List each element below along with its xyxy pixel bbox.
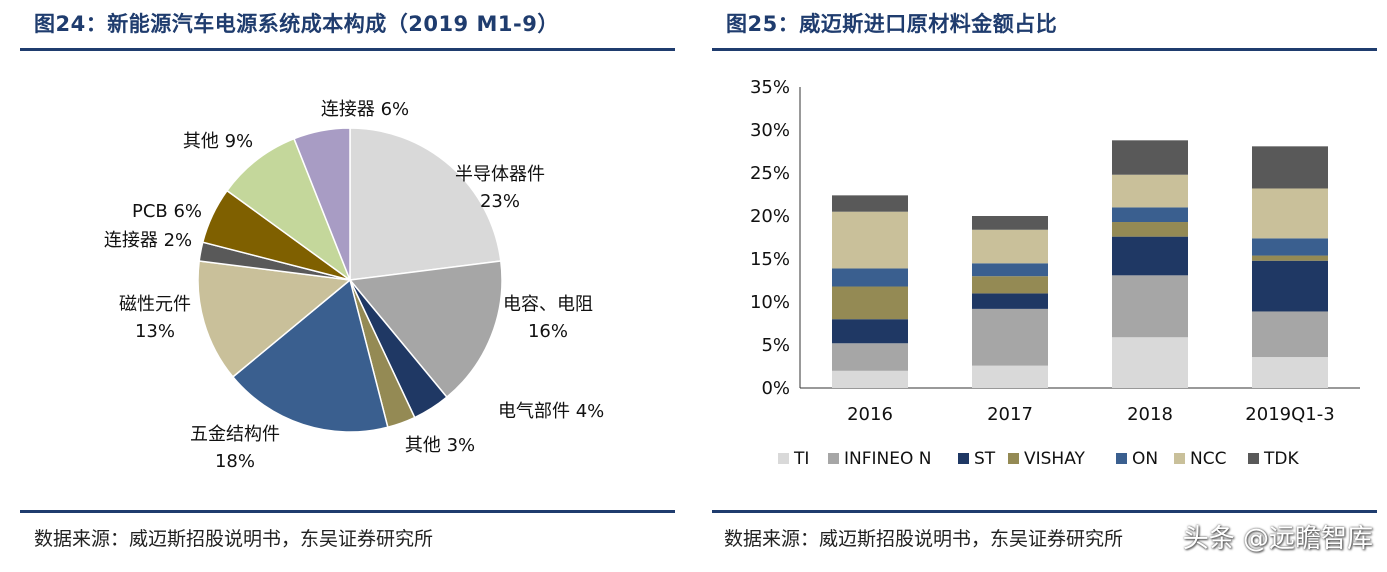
bar-segment: [1252, 146, 1328, 189]
bar-segment: [832, 370, 908, 388]
pie-slice-label: 磁性元件: [119, 294, 191, 315]
bar-segment: [832, 195, 908, 212]
legend-swatch: [778, 453, 789, 464]
bar-segment: [1112, 207, 1188, 223]
bar-segment: [972, 365, 1048, 388]
bar-segment: [832, 211, 908, 269]
pie-slice-label: 其他 9%: [183, 131, 253, 152]
bar-segment: [1112, 236, 1188, 276]
pie-slice-label: 五金结构件: [190, 424, 280, 445]
x-tick-label: 2016: [847, 404, 893, 425]
pie-slice: [349, 127, 502, 281]
right-title-rule: [712, 48, 1377, 51]
legend-swatch: [958, 453, 969, 464]
bar-segment: [1252, 238, 1328, 256]
pie-slice-percent: 16%: [528, 321, 568, 342]
right-figure-panel: 图25：威迈斯进口原材料金额占比 0% 5% 10% 15% 20% 25% 30% 35% 2…: [710, 0, 1387, 572]
bar-segment: [1112, 275, 1188, 338]
pie-figure-title: 图24：新能源汽车电源系统成本构成（2019 M1-9）: [34, 12, 559, 36]
legend-label: VISHAY: [1024, 449, 1086, 469]
bar-segment: [1252, 311, 1328, 358]
legend-label: TI: [793, 449, 809, 469]
pie-slice-percent: 23%: [480, 191, 520, 212]
bar-segment: [1252, 188, 1328, 239]
left-figure-panel: 图24：新能源汽车电源系统成本构成（2019 M1-9） 半导体器件 23% 电容、…: [0, 0, 690, 572]
x-tick-label: 2018: [1127, 404, 1173, 425]
bar-segment: [1112, 140, 1188, 175]
y-tick-label: 30%: [750, 120, 790, 141]
bar-segment: [1112, 174, 1188, 208]
bar-segment: [1252, 255, 1328, 261]
pie-slice-label: PCB 6%: [132, 201, 202, 222]
bar-segment: [972, 229, 1048, 264]
x-tick-label: 2019Q1-3: [1245, 404, 1334, 425]
pie-slice: [348, 260, 503, 399]
pie-slice: [293, 127, 351, 281]
legend-swatch: [1008, 453, 1019, 464]
legend-label: NCC: [1190, 449, 1226, 469]
pie-slice: [197, 260, 352, 378]
legend-label: INFINEO N: [844, 449, 931, 469]
bar-segment: [972, 308, 1048, 366]
legend-swatch: [1174, 453, 1185, 464]
pie-slice-label: 连接器 2%: [104, 230, 192, 251]
pie-slice-label: 其他 3%: [405, 435, 475, 456]
pie-chart: 半导体器件 23% 电容、电阻 16% 电气部件 4% 其他 3% 五金结构件 18% 磁性元件…: [104, 99, 604, 472]
pie-slice-label: 半导体器件: [455, 164, 545, 185]
y-tick-label: 35%: [750, 77, 790, 98]
bar-source-note: 数据来源：威迈斯招股说明书，东吴证券研究所: [724, 528, 1124, 550]
left-title-rule: [20, 48, 675, 51]
pie-slice-label: 电气部件 4%: [498, 401, 604, 422]
bar-segment: [1112, 222, 1188, 237]
bar-segment: [832, 319, 908, 344]
y-tick-label: 25%: [750, 163, 790, 184]
pie-slice: [225, 137, 352, 283]
bar-segment: [832, 343, 908, 371]
watermark-text: 头条 @远瞻智库: [1182, 524, 1373, 554]
y-tick-label: 20%: [750, 206, 790, 227]
legend-label: TDK: [1263, 449, 1299, 469]
x-tick-label: 2017: [987, 404, 1033, 425]
pie-slice-label: 连接器 6%: [321, 99, 409, 120]
legend-swatch: [1116, 453, 1127, 464]
pie-slice-label: 电容、电阻: [503, 294, 593, 315]
y-tick-label: 15%: [750, 249, 790, 270]
legend-swatch: [828, 453, 839, 464]
bar-segment: [972, 216, 1048, 230]
right-source-rule: [712, 510, 1377, 513]
pie-source-note: 数据来源：威迈斯招股说明书，东吴证券研究所: [34, 528, 434, 550]
legend-label: ON: [1132, 449, 1158, 469]
pie-slice: [231, 278, 389, 433]
pie-slice-percent: 18%: [215, 451, 255, 472]
bar-figure-title: 图25：威迈斯进口原材料金额占比: [726, 12, 1058, 36]
y-tick-label: 5%: [761, 335, 790, 356]
stacked-bar-chart: 0% 5% 10% 15% 20% 25% 30% 35% 2016 2017 2018 2019Q1…: [750, 77, 1360, 469]
bar-segment: [832, 268, 908, 287]
y-tick-label: 10%: [750, 292, 790, 313]
legend-label: ST: [974, 449, 996, 469]
bar-segment: [1112, 337, 1188, 388]
pie-slice-percent: 13%: [135, 321, 175, 342]
bar-segment: [832, 286, 908, 320]
legend-swatch: [1248, 453, 1259, 464]
y-tick-label: 0%: [761, 378, 790, 399]
bar-segment: [1252, 260, 1328, 312]
bar-segment: [972, 276, 1048, 294]
left-source-rule: [20, 510, 675, 513]
bar-segment: [972, 293, 1048, 309]
bar-segment: [972, 263, 1048, 277]
bar-segment: [1252, 357, 1328, 388]
